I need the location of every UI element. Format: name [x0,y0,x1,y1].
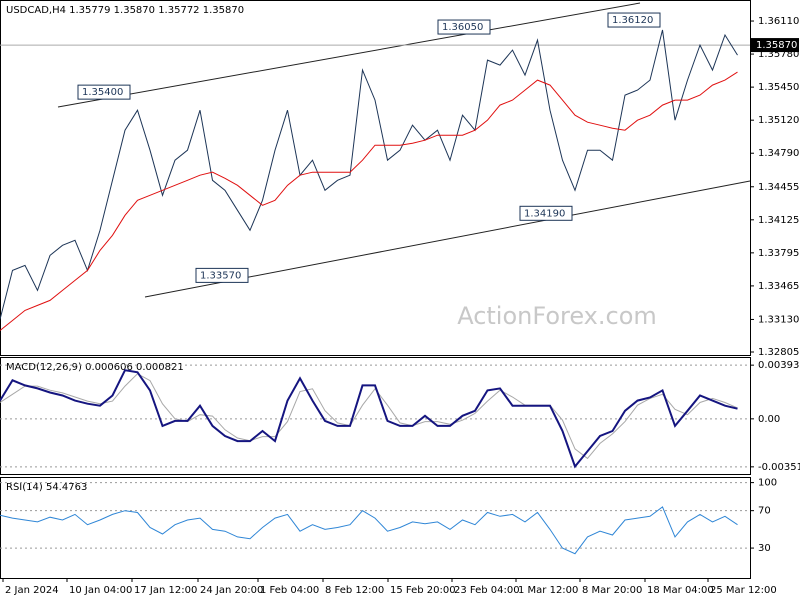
annotation-label: 1.34190 [524,208,565,219]
annotation-box [607,12,661,28]
annotation-box [519,205,573,221]
y-tick-label: 1.32805 [758,347,799,358]
x-tick-label: 2 Jan 2024 [5,585,59,596]
annotation-label: 1.36050 [442,22,483,33]
y-tick-label: 1.33795 [758,248,799,259]
x-tick-label: 1 Mar 12:00 [518,585,578,596]
x-tick-label: 23 Feb 04:00 [454,585,520,596]
y-tick-label: 30 [758,543,771,554]
panel-title: RSI(14) 54.4763 [6,482,87,493]
series-line [0,71,738,331]
series-line [0,373,738,460]
x-tick-label: 1 Feb 04:00 [260,585,319,596]
x-tick-label: 25 Mar 12:00 [710,585,777,596]
y-tick-label: -0.003516 [758,462,800,473]
x-tick-label: 24 Jan 20:00 [200,585,263,596]
x-tick-label: 18 Mar 04:00 [647,585,714,596]
x-tick-label: 17 Jan 12:00 [134,585,197,596]
y-tick-label: 1.34455 [758,182,799,193]
y-tick-label: 0.00 [758,414,780,425]
y-tick-label: 100 [758,478,777,489]
panel-title: MACD(12,26,9) 0.000606 0.000821 [6,362,184,373]
price-panel-frame [0,0,751,356]
y-tick-label: 1.34125 [758,215,799,226]
y-tick-label: 1.33130 [758,314,799,325]
annotation-box [195,267,249,283]
y-tick-label: 1.35120 [758,115,799,126]
y-tick-label: 70 [758,506,771,517]
x-tick-label: 10 Jan 04:00 [69,585,132,596]
annotation-box [77,84,131,100]
annotation-label: 1.35400 [82,87,123,98]
current-price-box [751,38,799,53]
watermark: ActionForex.com [457,302,657,330]
x-tick-label: 8 Feb 12:00 [325,585,384,596]
channel-upper [57,2,641,108]
y-tick-label: 1.35780 [758,49,799,60]
series-line [0,29,738,320]
x-tick-label: 15 Feb 20:00 [390,585,456,596]
annotation-label: 1.36120 [612,15,653,26]
macd-panel-frame [0,357,751,475]
annotation-label: 1.33570 [200,270,241,281]
y-tick-label: 1.34790 [758,148,799,159]
rsi-panel-frame [0,477,751,579]
panel-title: USDCAD,H4 1.35779 1.35870 1.35772 1.3587… [6,5,244,16]
annotation-box [437,19,491,35]
series-line [0,369,738,469]
current-price-label: 1.35870 [756,40,797,51]
series-line [0,506,738,555]
y-tick-label: 1.35450 [758,82,799,93]
y-tick-label: 1.36110 [758,16,799,27]
y-tick-label: 1.33465 [758,281,799,292]
x-tick-label: 8 Mar 20:00 [582,585,642,596]
y-tick-label: 0.003933 [758,360,800,371]
